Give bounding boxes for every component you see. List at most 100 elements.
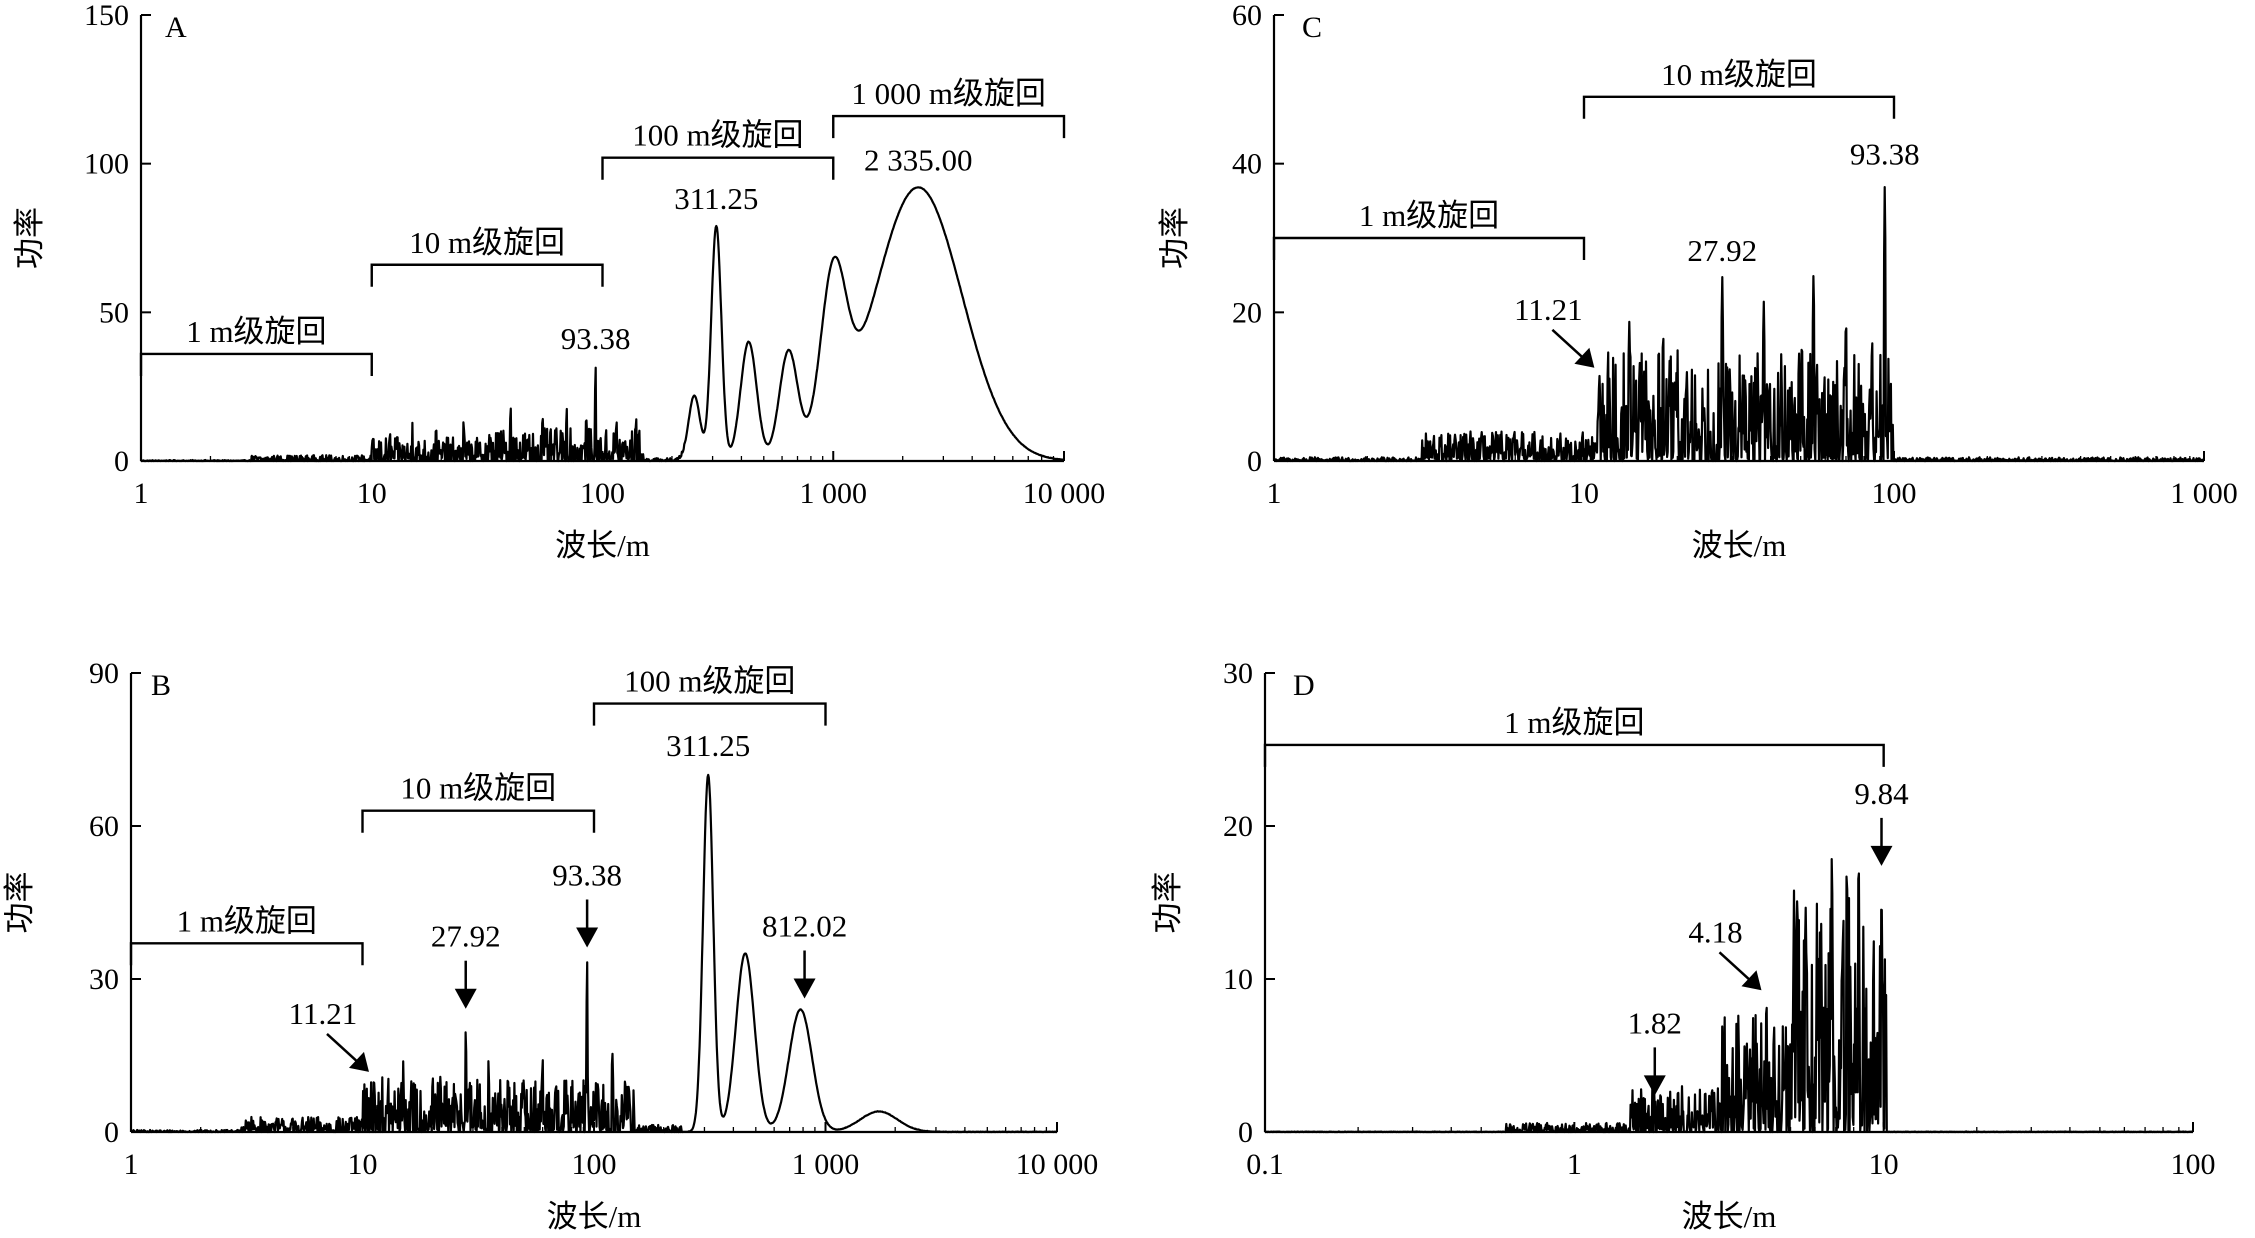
peak-label: 27.92 — [431, 919, 501, 954]
y-tick-label: 40 — [1232, 148, 1262, 181]
x-tick-label: 1 — [1267, 477, 1282, 510]
y-tick-label: 150 — [84, 0, 129, 32]
peak-label: 311.25 — [666, 728, 750, 763]
peak-label: 1.82 — [1628, 1005, 1682, 1040]
peak-arrow-head — [454, 988, 477, 1009]
cycle-bracket-label: 10 m级旋回 — [409, 225, 565, 260]
chart-panel-a: 0 50 100 150 1 10 100 1 000 10 000 波长/m 功率 A 1 m级旋回 1… — [12, 0, 1105, 563]
y-tick-label: 100 — [84, 148, 129, 181]
spectrum-series-line — [140, 186, 1065, 463]
peak-arrow-head — [348, 1051, 369, 1072]
y-tick-label: 20 — [1232, 296, 1262, 329]
panel-letter: D — [1293, 669, 1315, 702]
peak-arrow-shaft — [326, 1032, 362, 1066]
chart-panel-b: 0 30 60 90 1 10 100 1 000 10 000 波长/m 功率 B 1 m级旋回 10 … — [2, 657, 1098, 1234]
peak-label: 93.38 — [561, 321, 631, 356]
peak-arrow-head — [1643, 1075, 1666, 1096]
y-tick-label: 30 — [89, 963, 119, 996]
peak-arrow-head — [1870, 845, 1893, 866]
cycle-bracket — [592, 702, 827, 726]
cycle-bracket — [601, 156, 835, 180]
peak-label: 812.02 — [762, 909, 847, 944]
y-tick-label: 0 — [1238, 1116, 1253, 1149]
peak-arrow-head — [1574, 347, 1595, 368]
y-tick-label: 60 — [89, 810, 119, 843]
x-axis-title: 波长/m — [555, 528, 650, 563]
peak-label: 4.18 — [1688, 914, 1742, 949]
cycle-bracket — [129, 942, 364, 966]
x-tick-label: 1 000 — [792, 1148, 860, 1181]
y-tick-label: 0 — [1247, 445, 1262, 478]
y-tick-label: 0 — [104, 1116, 119, 1149]
panel-letter: B — [151, 669, 171, 702]
x-tick-label: 10 — [357, 477, 387, 510]
chart-panel-c: 0 20 40 60 1 10 100 1 000 波长/m 功率 C 1 m级旋回 10 m级旋回 11… — [1157, 0, 2238, 563]
x-tick-label: 10 — [1869, 1148, 1899, 1181]
x-tick-label: 10 000 — [1016, 1148, 1099, 1181]
x-axis-title: 波长/m — [547, 1199, 642, 1234]
y-axis-title: 功率 — [2, 872, 37, 934]
cycle-bracket-label: 1 000 m级旋回 — [851, 76, 1046, 111]
panel-letter: A — [165, 11, 187, 44]
x-tick-label: 100 — [1872, 477, 1917, 510]
x-axis-title: 波长/m — [1692, 528, 1787, 563]
cycle-bracket — [1263, 743, 1885, 767]
peak-arrow-head — [576, 927, 599, 948]
y-tick-label: 0 — [114, 445, 129, 478]
peak-label: 2 335.00 — [864, 142, 973, 177]
x-tick-label: 1 000 — [800, 477, 868, 510]
spectrum-series-line — [1273, 186, 2206, 463]
peak-arrow-head — [793, 978, 816, 999]
y-tick-label: 30 — [1223, 657, 1253, 690]
cycle-bracket-label: 100 m级旋回 — [624, 664, 795, 699]
cycle-bracket-label: 10 m级旋回 — [400, 771, 556, 806]
x-tick-label: 100 — [2171, 1148, 2216, 1181]
cycle-bracket-label: 1 m级旋回 — [1504, 705, 1644, 740]
cycle-bracket-label: 1 m级旋回 — [186, 314, 326, 349]
cycle-bracket-label: 1 m级旋回 — [177, 903, 317, 938]
peak-arrow-shaft — [1718, 951, 1755, 985]
cycle-bracket — [361, 809, 596, 833]
y-tick-label: 60 — [1232, 0, 1262, 32]
x-axis-title: 波长/m — [1682, 1199, 1777, 1234]
cycle-bracket — [1582, 95, 1896, 119]
peak-label: 93.38 — [552, 858, 622, 893]
y-tick-label: 10 — [1223, 963, 1253, 996]
x-tick-label: 1 — [124, 1148, 139, 1181]
x-tick-label: 1 — [134, 477, 149, 510]
x-tick-label: 10 — [1569, 477, 1599, 510]
peak-label: 311.25 — [674, 181, 758, 216]
peak-label: 11.21 — [289, 996, 358, 1031]
y-tick-label: 90 — [89, 657, 119, 690]
cycle-bracket — [1272, 236, 1586, 260]
y-axis-title: 功率 — [1157, 207, 1192, 269]
cycle-bracket — [370, 263, 604, 287]
x-tick-label: 100 — [580, 477, 625, 510]
y-axis-title: 功率 — [12, 207, 47, 269]
spectrum-series-line — [130, 773, 1058, 1134]
y-axis-title: 功率 — [1150, 872, 1185, 934]
x-tick-label: 0.1 — [1246, 1148, 1284, 1181]
cycle-bracket-label: 10 m级旋回 — [1661, 57, 1817, 92]
panel-letter: C — [1302, 11, 1322, 44]
x-tick-label: 1 — [1567, 1148, 1582, 1181]
peak-label: 93.38 — [1850, 137, 1920, 172]
x-tick-label: 10 — [348, 1148, 378, 1181]
x-tick-label: 100 — [572, 1148, 617, 1181]
cycle-bracket — [832, 114, 1066, 139]
spectrum-series-line — [1264, 858, 2194, 1134]
y-tick-label: 50 — [99, 296, 129, 329]
cycle-bracket-label: 1 m级旋回 — [1359, 198, 1499, 233]
peak-label: 11.21 — [1514, 292, 1583, 327]
peak-label: 9.84 — [1854, 776, 1909, 811]
cycle-bracket — [139, 352, 373, 376]
chart-panel-d: 0 10 20 30 0.1 1 10 100 波长/m 功率 D 1 m级旋回 1.82 4.18 9.8… — [1150, 657, 2216, 1234]
peak-arrow-shaft — [1551, 328, 1588, 362]
y-tick-label: 20 — [1223, 810, 1253, 843]
peak-arrow-head — [1741, 970, 1762, 991]
peak-label: 27.92 — [1687, 233, 1757, 268]
cycle-bracket-label: 100 m级旋回 — [632, 118, 803, 153]
x-tick-label: 10 000 — [1023, 477, 1106, 510]
